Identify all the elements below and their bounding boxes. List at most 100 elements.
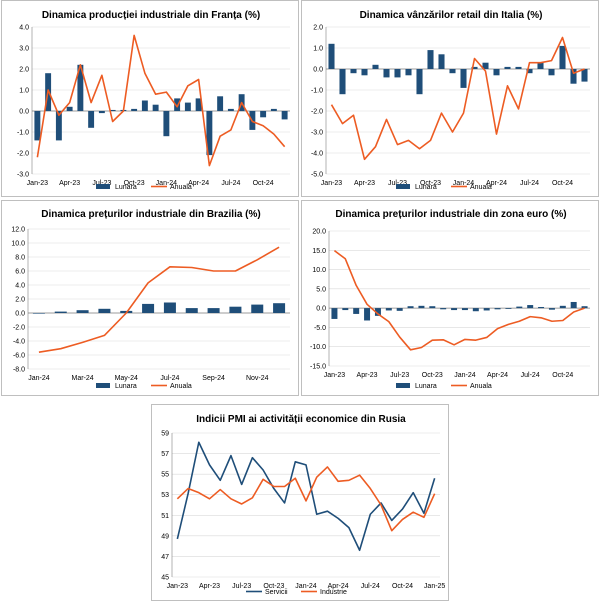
bar-lunara — [559, 45, 566, 69]
bar-lunara — [570, 301, 577, 309]
legend-label: Lunara — [415, 184, 437, 191]
bar-lunara — [493, 69, 500, 76]
x-tick-label: Apr-24 — [486, 180, 507, 187]
x-tick-label: Jul-24 — [520, 180, 539, 187]
line-servicii — [176, 441, 436, 552]
bar-lunara — [273, 303, 286, 313]
x-tick-label: Jul-24 — [521, 372, 540, 379]
x-tick-label: Jan-24 — [454, 372, 476, 379]
bar-lunara — [451, 308, 458, 311]
y-tick-label: -8.0 — [13, 367, 25, 374]
bar-lunara — [98, 308, 111, 313]
legend-label: Lunara — [115, 184, 137, 191]
line-anuala — [333, 250, 585, 351]
legend-label: Lunara — [115, 383, 137, 390]
y-tick-label: 12.0 — [11, 227, 25, 234]
y-tick-label: 2.0 — [15, 297, 25, 304]
x-tick-label: Apr-23 — [59, 180, 80, 187]
x-tick-label: Apr-24 — [188, 180, 209, 187]
y-tick-label: 45 — [161, 575, 169, 582]
bar-lunara — [581, 69, 588, 82]
line-anuala — [36, 34, 286, 167]
bar-lunara — [383, 69, 390, 78]
x-tick-label: Jan-23 — [27, 180, 49, 187]
bar-lunara — [32, 313, 45, 314]
bar-lunara — [54, 311, 67, 313]
bar-lunara — [206, 111, 213, 156]
bar-lunara — [438, 54, 445, 69]
x-tick-label: Apr-23 — [199, 583, 220, 590]
bar-lunara — [537, 62, 544, 69]
y-tick-label: 59 — [161, 431, 169, 438]
bar-lunara — [142, 303, 155, 313]
x-tick-label: Jan-24 — [28, 375, 50, 382]
bar-lunara — [141, 100, 148, 111]
bar-lunara — [229, 306, 242, 313]
legend-swatch — [396, 383, 410, 388]
x-tick-label: Oct-24 — [392, 583, 413, 590]
y-tick-label: 4.0 — [19, 25, 29, 32]
x-tick-label: Jul-23 — [92, 180, 111, 187]
x-tick-label: Oct-24 — [552, 180, 573, 187]
bar-lunara — [429, 306, 436, 309]
x-tick-label: Jul-23 — [390, 372, 409, 379]
y-tick-label: -10.0 — [310, 344, 326, 351]
y-tick-label: 6.0 — [15, 269, 25, 276]
y-tick-label: -1.0 — [311, 88, 323, 95]
bar-lunara — [270, 108, 277, 111]
bar-lunara — [77, 64, 84, 111]
bar-lunara — [527, 305, 534, 309]
x-tick-label: May-24 — [115, 375, 138, 382]
x-tick-label: Apr-23 — [354, 180, 375, 187]
y-tick-label: 5.0 — [316, 286, 326, 293]
bar-lunara — [394, 69, 401, 78]
y-tick-label: 3.0 — [19, 46, 29, 53]
bar-lunara — [131, 108, 138, 111]
bar-lunara — [548, 69, 555, 76]
x-tick-label: Oct-23 — [263, 583, 284, 590]
y-tick-label: 10.0 — [11, 241, 25, 248]
y-tick-label: 4.0 — [15, 283, 25, 290]
y-tick-label: 57 — [161, 451, 169, 458]
chart-panel-brazilia: Dinamica prețurilor industriale din Braz… — [1, 200, 299, 396]
line-anuala — [38, 246, 280, 353]
x-tick-label: Apr-24 — [487, 372, 508, 379]
x-tick-label: Apr-24 — [328, 583, 349, 590]
y-tick-label: 0.0 — [19, 109, 29, 116]
chart-franta: Dinamica producției industriale din Fran… — [17, 10, 290, 191]
y-tick-label: 2.0 — [313, 25, 323, 32]
bar-lunara — [361, 69, 368, 76]
y-tick-label: -3.0 — [311, 130, 323, 137]
y-tick-label: 15.0 — [312, 248, 326, 255]
bar-lunara — [34, 111, 41, 141]
bar-lunara — [88, 111, 95, 128]
bar-lunara — [251, 304, 264, 313]
chart-title: Dinamica prețurilor industriale din Braz… — [41, 209, 261, 220]
x-tick-label: Jan-24 — [295, 583, 317, 590]
y-tick-label: -5.0 — [311, 172, 323, 179]
x-tick-label: Oct-23 — [420, 180, 441, 187]
bar-lunara — [396, 308, 403, 311]
x-tick-label: Jul-24 — [221, 180, 240, 187]
legend-label: Lunara — [415, 383, 437, 390]
chart-title: Indicii PMI ai activității economice din… — [196, 414, 406, 425]
chart-panel-rusia: Indicii PMI ai activității economice din… — [151, 404, 449, 601]
x-tick-label: Nov-24 — [246, 375, 269, 382]
chart-panel-italia: Dinamica vânzărilor retail din Italia (%… — [301, 0, 599, 197]
bar-lunara — [152, 104, 159, 111]
y-tick-label: -4.0 — [13, 339, 25, 346]
bar-lunara — [405, 69, 412, 76]
bar-lunara — [163, 111, 170, 137]
x-tick-label: Jan-24 — [453, 180, 475, 187]
bar-lunara — [559, 305, 566, 309]
y-tick-label: 2.0 — [19, 67, 29, 74]
x-tick-label: Jul-24 — [361, 583, 380, 590]
x-tick-label: Jul-23 — [388, 180, 407, 187]
legend-label: Industrie — [320, 589, 347, 596]
bar-lunara — [504, 66, 511, 69]
bar-lunara — [184, 102, 191, 111]
chart-title: Dinamica vânzărilor retail din Italia (%… — [360, 10, 543, 21]
y-tick-label: 1.0 — [19, 88, 29, 95]
y-tick-label: 8.0 — [15, 255, 25, 262]
y-tick-label: -2.0 — [17, 151, 29, 158]
